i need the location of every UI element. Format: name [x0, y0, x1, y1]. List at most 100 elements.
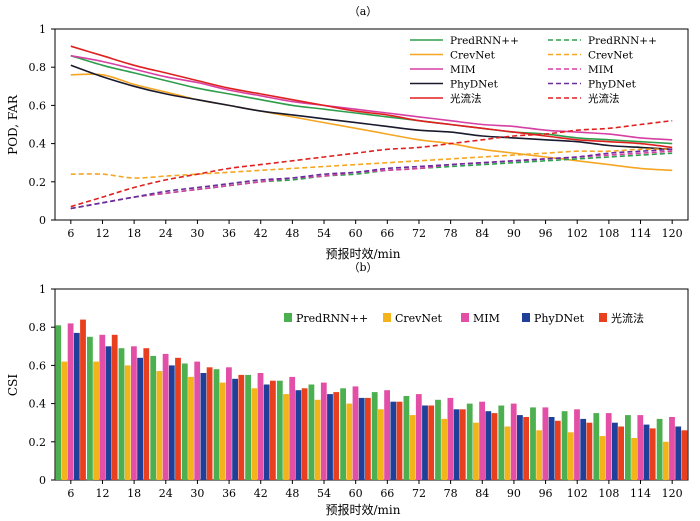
panel-a-legend-label: CrevNet	[588, 50, 634, 62]
panel-a-legend-label: PhyDNet	[450, 79, 499, 91]
panel-b-bar	[111, 334, 118, 480]
panel-a-x-tick-label: 30	[190, 227, 204, 240]
panel-b-legend-swatch	[461, 313, 469, 322]
panel-b-bar	[580, 418, 587, 480]
panel-a-y-tick-label: 0.4	[29, 138, 47, 151]
panel-b-y-tick-label: 0	[39, 474, 46, 487]
panel-a-series-line-pod-4	[70, 45, 673, 149]
panel-b-bar	[194, 361, 201, 480]
panel-b-bar	[567, 432, 574, 481]
panel-b-bar	[605, 413, 612, 480]
panel-b-x-tick-label: 108	[598, 487, 619, 500]
panel-b-bar	[435, 399, 441, 480]
panel-b-bar	[378, 409, 384, 480]
panel-b-legend-swatch	[522, 313, 530, 322]
panel-a-series-line-far-9	[70, 119, 673, 208]
panel-b-bar	[409, 415, 416, 480]
panel-b-bar	[479, 401, 485, 480]
panel-b-legend-label: PredRNN++	[296, 312, 368, 325]
panel-b-bar	[99, 334, 106, 480]
panel-b-bar	[150, 355, 157, 480]
panel-b-bar	[649, 428, 656, 480]
panel-b-bar	[251, 388, 258, 480]
panel-b-bar	[625, 415, 631, 480]
panel-b-x-tick-label: 18	[127, 487, 141, 500]
panel-b-bar	[226, 367, 232, 480]
panel-a-plot-frame	[54, 28, 689, 221]
panel-b-bar	[156, 371, 163, 480]
panel-b-x-tick-label: 12	[95, 487, 109, 500]
panel-b-bar	[232, 378, 238, 480]
panel-b-x-tick-label: 54	[317, 487, 331, 500]
panel-b-legend-label: 光流法	[611, 311, 644, 325]
panel-a-series-line-far-7	[70, 150, 673, 210]
panel-b-x-tick-label: 24	[159, 487, 173, 500]
panel-b-bar	[504, 426, 511, 480]
panel-b-chart: 0 0.2 0.4 0.6 0.8 1 6 12 18 24 30 36 42 48 54 60 66 72 78 8…	[29, 283, 689, 500]
panel-b-bar	[175, 357, 181, 480]
panel-a-y-tick-label: 0.2	[29, 176, 47, 189]
panel-b-bar	[536, 430, 543, 480]
panel-b-bar	[485, 411, 492, 480]
panel-b-bar	[631, 438, 637, 480]
panel-b-legend-label: PhyDNet	[534, 312, 585, 325]
panel-a-legend-label: MIM	[450, 64, 476, 76]
panel-b-bar	[219, 382, 226, 480]
panel-b-bar	[643, 424, 650, 480]
panel-a-x-tick-label: 84	[475, 227, 489, 240]
panel-a-x-tick-label: 90	[507, 227, 521, 240]
panel-a-x-tick-label: 48	[285, 227, 299, 240]
panel-b-bar	[523, 417, 529, 480]
panel-b-bar	[87, 336, 93, 481]
panel-b-bar	[554, 420, 561, 480]
panel-b-bar	[681, 430, 688, 480]
panel-a-legend-label: 光流法	[450, 92, 482, 105]
panel-b-bar	[396, 401, 403, 480]
panel-b-bar	[270, 380, 276, 480]
panel-b-bar	[320, 382, 327, 480]
panel-b-bar	[656, 418, 663, 480]
panel-b-bar	[162, 353, 169, 480]
panel-b-y-tick-label: 1	[39, 283, 46, 296]
panel-a-x-tick-label: 120	[662, 227, 683, 240]
panel-b-bar	[301, 388, 308, 480]
panel-b-legend-label: CrevNet	[395, 312, 443, 325]
panel-a-y-axis-label: POD, FAR	[6, 94, 20, 155]
panel-b-bar	[118, 348, 125, 480]
panel-b-bar	[428, 405, 435, 480]
panel-a-x-tick-label: 96	[539, 227, 553, 240]
panel-a-title: （a）	[349, 5, 378, 18]
panel-b-bar	[491, 413, 498, 480]
panel-b-bar	[73, 332, 80, 480]
panel-b-bar	[168, 365, 175, 480]
panel-a-series-line-pod-0	[70, 54, 673, 145]
panel-b-bar	[669, 417, 675, 480]
panel-b-legend-swatch	[284, 313, 292, 322]
panel-b-x-tick-label: 72	[412, 487, 426, 500]
panel-a-legend-label: PredRNN++	[450, 35, 519, 47]
panel-b-bar	[415, 394, 422, 480]
panel-a-x-tick-label: 12	[95, 227, 109, 240]
panel-b-bar	[371, 392, 378, 480]
panel-b-plot-frame	[54, 288, 689, 481]
panel-b-bar	[206, 367, 213, 480]
panel-b-legend: PredRNN++ CrevNet MIM PhyDNet 光流法	[284, 311, 644, 325]
panel-b-bar	[498, 405, 505, 480]
panel-b-y-tick-label: 0.2	[29, 436, 47, 449]
panel-b-bar	[314, 399, 321, 480]
panel-b-bar	[105, 346, 112, 480]
panel-b-bar	[61, 361, 68, 480]
panel-a-x-tick-label: 72	[412, 227, 426, 240]
panel-a-legend: PredRNN++CrevNetMIMPhyDNet光流法PredRNN++Cr…	[410, 35, 657, 105]
panel-b-bar	[453, 409, 460, 480]
panel-b-x-tick-label: 120	[662, 487, 683, 500]
panel-a-x-tick-label: 102	[567, 227, 588, 240]
panel-b-bar	[561, 411, 568, 480]
panel-b-bar	[200, 373, 207, 480]
panel-a-x-tick-label: 24	[159, 227, 173, 240]
panel-b-bar	[295, 390, 302, 480]
panel-a-legend-label: PhyDNet	[588, 79, 637, 91]
panel-b-legend-label: MIM	[473, 312, 500, 325]
panel-b-x-tick-label: 114	[630, 487, 651, 500]
